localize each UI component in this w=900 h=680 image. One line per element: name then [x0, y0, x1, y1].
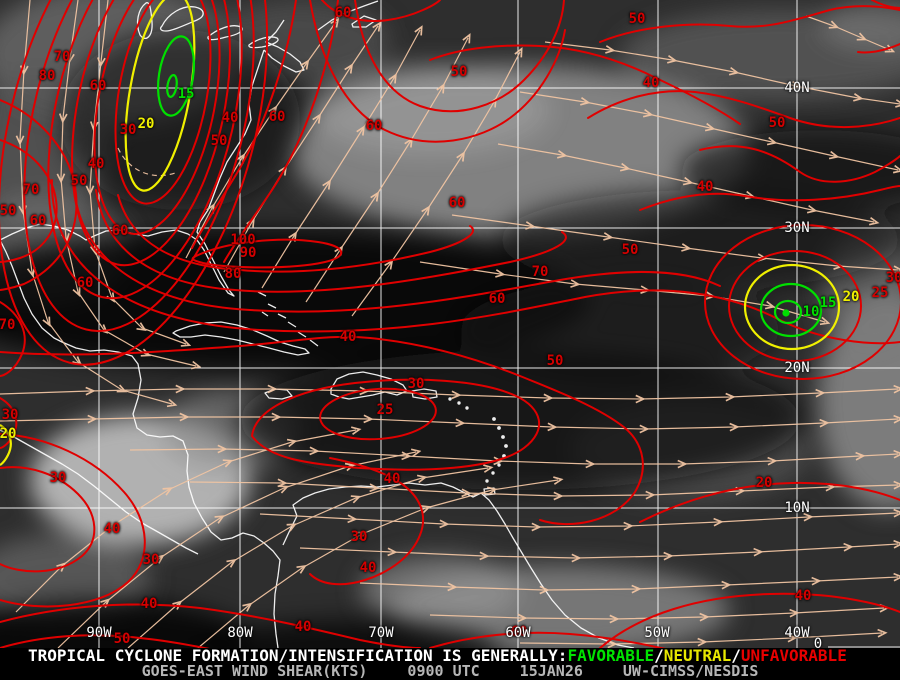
contour-label-70: 70	[0, 317, 16, 333]
latitude-label-20N: 20N	[784, 360, 810, 376]
contour-label-20: 20	[0, 426, 17, 442]
contour-label-100: 100	[230, 232, 256, 248]
contour-label-40: 40	[383, 471, 401, 487]
contour-label-50: 50	[70, 173, 88, 189]
product-name: GOES-EAST WIND SHEAR(KTS)	[141, 662, 368, 680]
separator: /	[731, 646, 741, 665]
contour-label-60: 60	[448, 195, 466, 211]
contour-label-40: 40	[103, 521, 121, 537]
longitude-label-80W: 80W	[227, 625, 253, 641]
longitude-label-70W: 70W	[368, 625, 394, 641]
contour-label-60: 60	[488, 291, 506, 307]
equator-label: 0	[813, 636, 823, 648]
separator: /	[654, 646, 664, 665]
shear-contours-yellow	[0, 0, 841, 466]
contour-label-90: 90	[239, 245, 257, 261]
contour-label-40: 40	[642, 75, 660, 91]
contour-label-30: 30	[1, 407, 19, 423]
contour-label-40: 40	[87, 156, 105, 172]
product-credit: UW-CIMSS/NESDIS	[622, 662, 759, 680]
contour-label-20: 20	[842, 289, 860, 305]
contour-label-60: 60	[334, 5, 352, 21]
low-shear-ring-greatlakes-20	[124, 0, 196, 192]
contour-label-40: 40	[221, 110, 239, 126]
latitude-label-10N: 10N	[784, 500, 810, 516]
longitude-label-60W: 60W	[505, 625, 531, 641]
contour-label-50: 50	[768, 115, 786, 131]
contour-label-40: 40	[359, 560, 377, 576]
contour-label-30: 30	[49, 470, 67, 486]
contour-label-50: 50	[450, 64, 468, 80]
contour-label-80: 80	[38, 68, 56, 84]
contour-label-20: 20	[755, 475, 773, 491]
map-canvas	[0, 0, 900, 648]
contour-label-50: 50	[210, 133, 228, 149]
latitude-label-40N: 40N	[784, 80, 810, 96]
contour-label-15: 15	[819, 295, 837, 311]
contour-label-25: 25	[871, 285, 889, 301]
contour-label-60: 60	[76, 275, 94, 291]
contour-label-25: 25	[376, 402, 394, 418]
contour-label-50: 50	[546, 353, 564, 369]
caption-bar: TROPICAL CYCLONE FORMATION/INTENSIFICATI…	[0, 648, 900, 680]
low-shear-ring-atlantic-15	[759, 282, 823, 338]
contour-label-15: 15	[177, 86, 195, 102]
contour-label-20: 20	[137, 116, 155, 132]
contour-label-30: 30	[407, 376, 425, 392]
contour-label-40: 40	[140, 596, 158, 612]
neutral-label: NEUTRAL	[663, 646, 732, 665]
contour-label-60: 60	[268, 109, 286, 125]
contour-label-50: 50	[113, 631, 131, 647]
contour-label-30: 30	[885, 270, 900, 286]
headline-text: TROPICAL CYCLONE FORMATION/INTENSIFICATI…	[28, 646, 568, 665]
contour-label-50: 50	[621, 242, 639, 258]
contour-label-30: 30	[119, 122, 137, 138]
longitude-label-50W: 50W	[644, 625, 670, 641]
longitude-label-40W: 40W	[784, 625, 810, 641]
contour-label-30: 30	[142, 552, 160, 568]
favorable-label: FAVORABLE	[567, 646, 655, 665]
contour-label-60: 60	[510, 624, 528, 640]
headline: TROPICAL CYCLONE FORMATION/INTENSIFICATI…	[28, 648, 847, 664]
contour-label-70: 70	[53, 49, 71, 65]
low-shear-ring-greatlakes-15	[156, 35, 196, 117]
contour-label-10: 10	[802, 304, 820, 320]
contour-label-50: 50	[628, 11, 646, 27]
contour-label-40: 40	[294, 619, 312, 635]
contour-label-60: 60	[29, 213, 47, 229]
contour-label-70: 70	[531, 264, 549, 280]
product-time: 0900 UTC	[407, 662, 480, 680]
contour-label-60: 60	[111, 223, 129, 239]
contour-label-80: 80	[224, 266, 242, 282]
product-info: GOES-EAST WIND SHEAR(KTS) 0900 UTC 15JAN…	[0, 664, 900, 679]
low-shear-ring-atlantic-20	[743, 263, 841, 351]
contour-label-70: 70	[22, 182, 40, 198]
contour-label-60: 60	[365, 118, 383, 134]
contour-label-40: 40	[696, 179, 714, 195]
contour-label-60: 60	[89, 78, 107, 94]
satellite-map: 70 80 60 30 40 50 60 40 50 70 50 60 60 100 90 80 60 70 30 6…	[0, 0, 900, 648]
contour-label-40: 40	[339, 329, 357, 345]
longitude-label-90W: 90W	[86, 625, 112, 641]
contour-label-40: 40	[794, 588, 812, 604]
shear-contours-red	[0, 0, 900, 648]
contour-label-50: 50	[0, 203, 17, 219]
product-date: 15JAN26	[519, 662, 583, 680]
unfavorable-label: UNFAVORABLE	[740, 646, 847, 665]
low-shear-ring-atlantic-10	[773, 299, 803, 325]
contour-label-30: 30	[350, 529, 368, 545]
shear-contours-green	[156, 35, 823, 338]
latitude-label-30N: 30N	[784, 220, 810, 236]
